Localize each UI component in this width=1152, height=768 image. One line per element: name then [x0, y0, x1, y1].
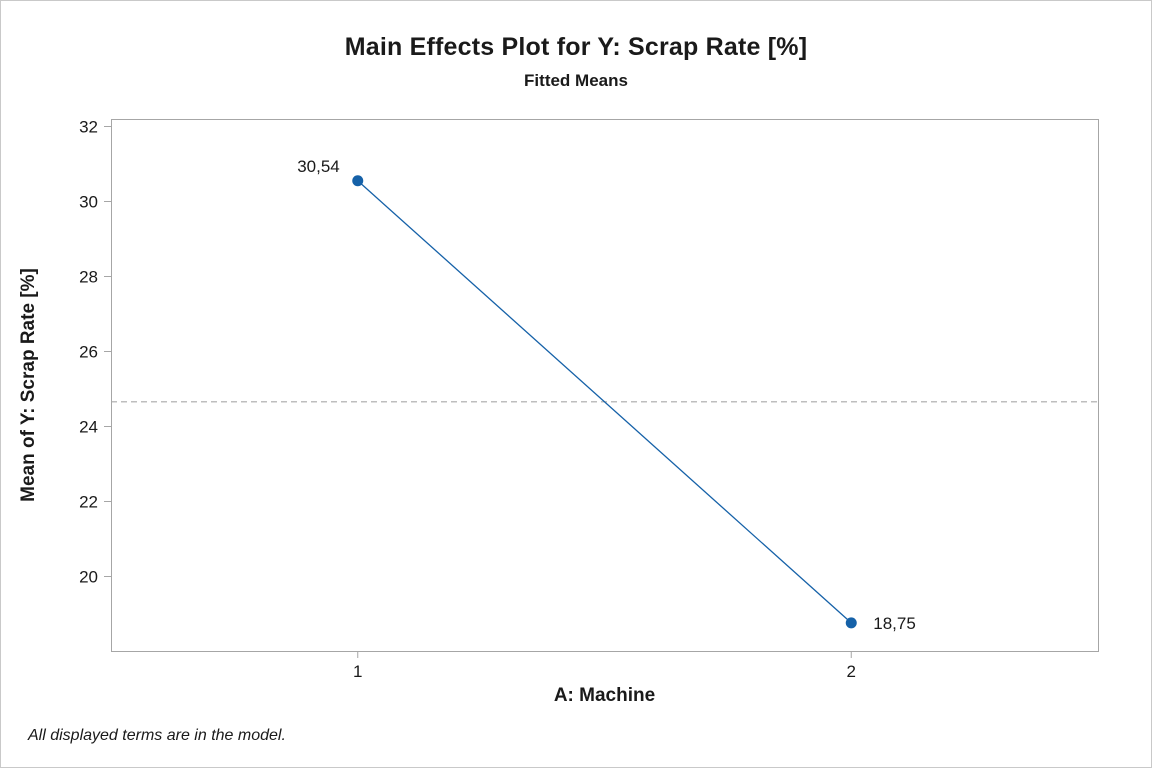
footer-note: All displayed terms are in the model. [28, 727, 286, 744]
y-tick-label: 24 [79, 418, 98, 437]
plot-border [111, 119, 1099, 652]
y-tick-label: 30 [79, 193, 98, 212]
y-tick-label: 20 [79, 568, 98, 587]
y-tick-label: 28 [79, 268, 98, 287]
y-tick-label: 22 [79, 493, 98, 512]
data-point-label: 30,54 [297, 157, 340, 176]
x-tick-label: 2 [847, 662, 856, 681]
x-tick-label: 1 [353, 662, 362, 681]
y-tick-label: 26 [79, 343, 98, 362]
data-point [845, 617, 857, 629]
chart-subtitle: Fitted Means [524, 71, 628, 90]
y-tick-label: 32 [79, 118, 98, 137]
series-line [357, 180, 852, 624]
data-point [352, 175, 364, 187]
chart-title: Main Effects Plot for Y: Scrap Rate [%] [344, 33, 808, 61]
x-axis-label: A: Machine [553, 685, 656, 706]
data-point-label: 18,75 [873, 614, 916, 633]
